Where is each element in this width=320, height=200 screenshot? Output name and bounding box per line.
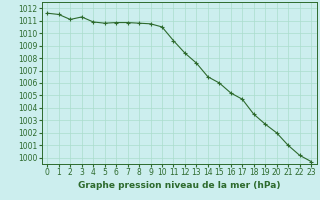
X-axis label: Graphe pression niveau de la mer (hPa): Graphe pression niveau de la mer (hPa) [78,181,280,190]
